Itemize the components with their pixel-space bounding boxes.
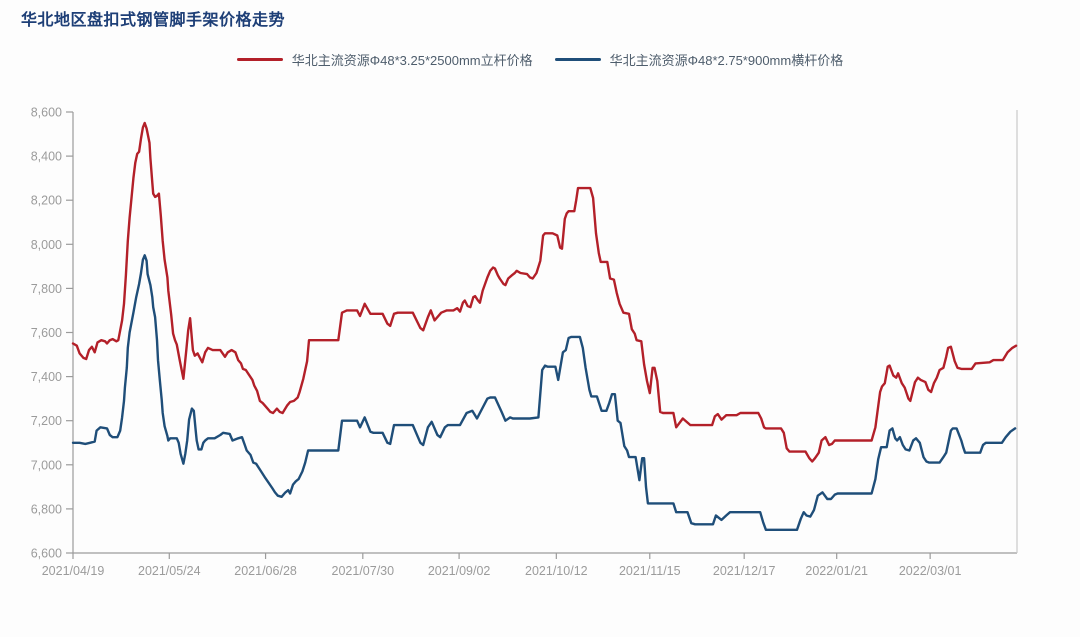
legend-item-vertical-pole: 华北主流资源Φ48*3.25*2500mm立杆价格 [236,50,533,69]
y-tick-label: 7,800 [31,282,62,296]
x-tick-label: 2022/01/21 [805,564,868,578]
y-tick-label: 8,400 [31,150,62,164]
x-tick-label: 2021/07/30 [332,564,395,578]
legend-item-horizontal-bar: 华北主流资源Φ48*2.75*900mm横杆价格 [554,50,844,69]
y-tick-label: 7,200 [31,414,62,428]
x-tick-label: 2021/06/28 [234,564,297,578]
x-tick-label: 2021/12/17 [713,564,776,578]
y-tick-label: 8,600 [31,106,62,120]
x-tick-label: 2021/11/15 [619,564,681,578]
y-tick-label: 7,600 [31,326,62,340]
blue-line-swatch [554,57,601,62]
page-title: 华北地区盘扣式钢管脚手架价格走势 [21,12,286,29]
x-tick-label: 2021/09/02 [428,564,491,578]
legend-label-horizontal-bar: 华北主流资源Φ48*2.75*900mm横杆价格 [609,53,844,68]
legend: 华北主流资源Φ48*3.25*2500mm立杆价格 华北主流资源Φ48*2.75… [0,50,1080,69]
x-tick-label: 2021/10/12 [525,564,588,578]
x-tick-label: 2022/03/01 [899,564,962,578]
y-tick-label: 8,200 [31,194,62,208]
y-tick-label: 8,000 [31,238,62,252]
red-line-swatch [236,57,283,62]
legend-label-vertical-pole: 华北主流资源Φ48*3.25*2500mm立杆价格 [291,53,533,68]
series-line-blue [71,254,1017,531]
y-tick-label: 7,000 [31,458,62,472]
y-tick-label: 7,400 [31,370,62,384]
x-tick-label: 2021/04/19 [42,564,105,578]
x-tick-label: 2021/05/24 [138,564,201,578]
y-tick-label: 6,600 [31,547,62,561]
y-tick-label: 6,800 [31,502,62,516]
series-line-red [71,121,1018,463]
